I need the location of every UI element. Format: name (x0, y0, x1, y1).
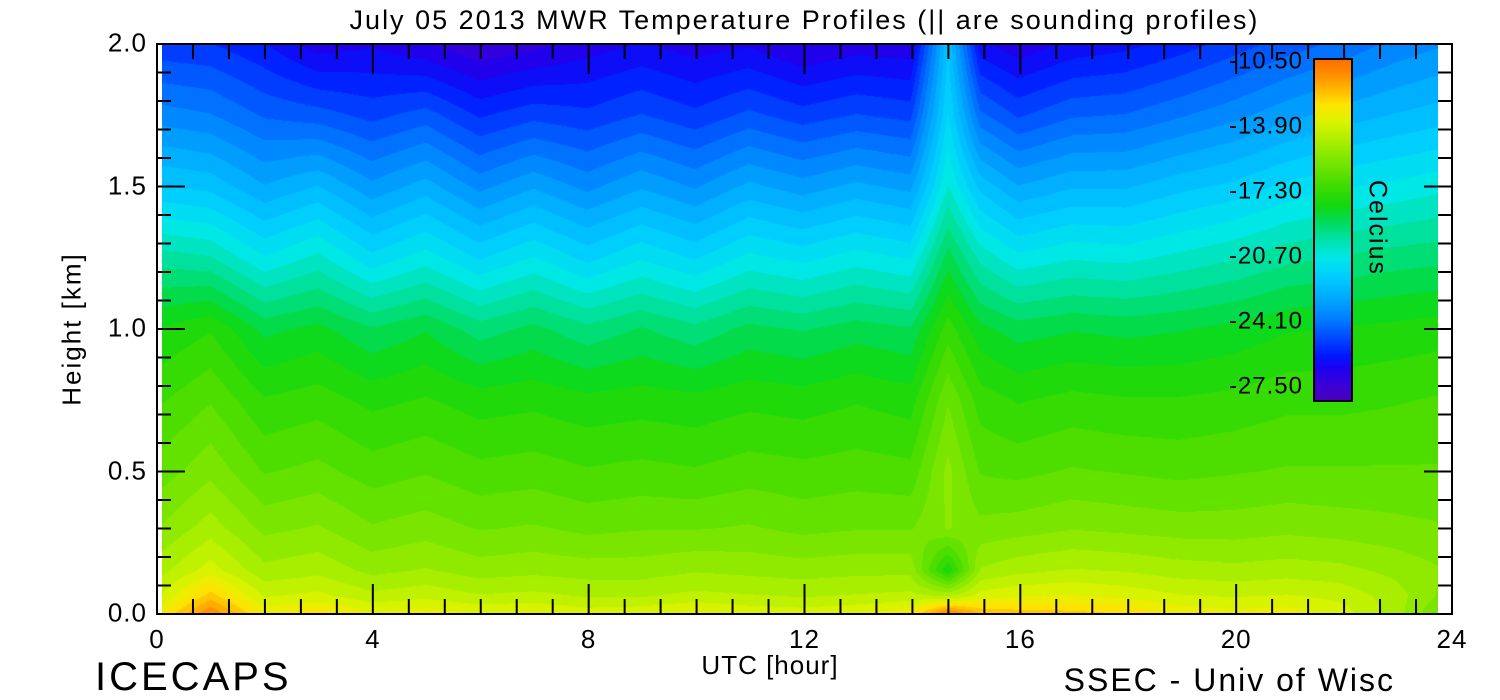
colorbar-tick-label: -10.50 (1228, 47, 1303, 75)
colorbar-tick-label: -24.10 (1228, 307, 1303, 335)
colorbar-gradient (1313, 58, 1353, 402)
colorbar-title: Celcius (1363, 180, 1392, 276)
x-axis-title: UTC [hour] (701, 650, 839, 680)
y-tick-label: 1.5 (107, 169, 147, 200)
x-tick-label: 12 (789, 624, 820, 654)
x-tick-label: 16 (1004, 624, 1036, 654)
y-tick-label: 2.0 (107, 27, 147, 58)
x-tick-label: 24 (1436, 624, 1468, 654)
y-tick-label: 0.0 (107, 597, 147, 628)
colorbar-tick-label: -13.90 (1228, 112, 1303, 140)
x-tick-label: 8 (580, 624, 597, 654)
y-tick-label: 1.0 (107, 312, 147, 343)
colorbar-tick-label: -27.50 (1228, 372, 1303, 400)
project-label-icecaps: ICECAPS (95, 655, 292, 699)
x-tick-label: 20 (1220, 624, 1252, 654)
colorbar-tick-label: -17.30 (1228, 177, 1303, 205)
credit-label-ssec: SSEC - Univ of Wisc (1063, 662, 1395, 698)
colorbar-tick-label: -20.70 (1228, 242, 1303, 270)
chart-title: July 05 2013 MWR Temperature Profiles (|… (349, 5, 1260, 35)
x-tick-label: 4 (365, 624, 381, 654)
y-axis-title: Height [km] (56, 252, 87, 406)
x-tick-label: 0 (149, 624, 165, 654)
y-tick-label: 0.5 (107, 454, 147, 485)
